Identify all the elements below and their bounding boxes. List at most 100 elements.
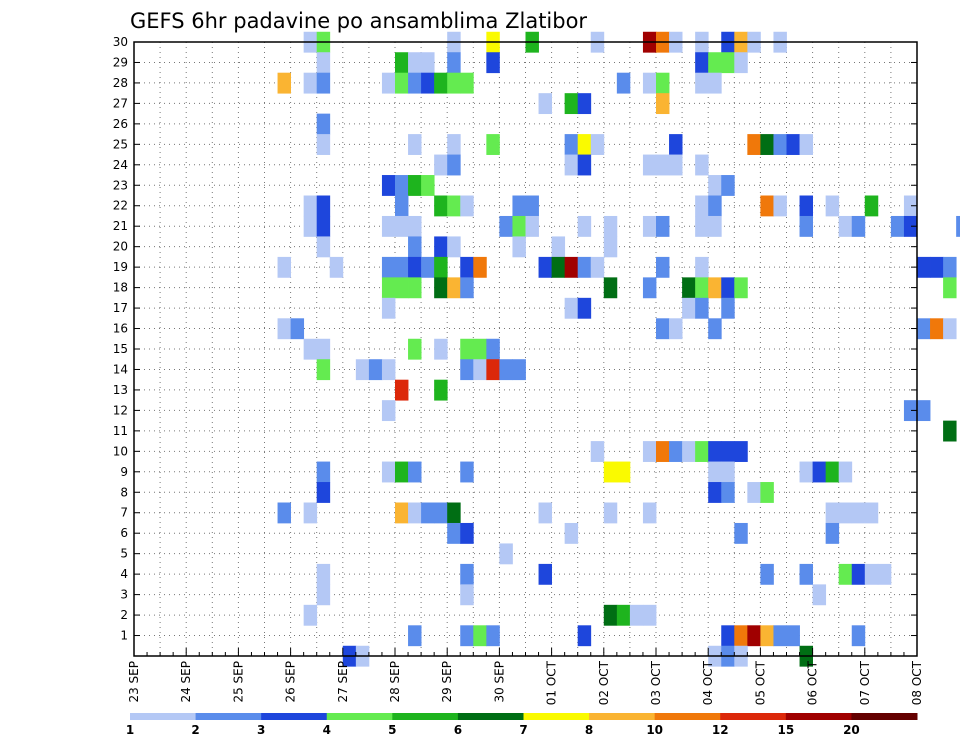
- x-tick-label: 23 SEP: [127, 661, 141, 703]
- precip-cell: [303, 195, 318, 217]
- precip-cell: [799, 461, 813, 483]
- precip-cell: [656, 93, 670, 115]
- x-tick-label: 08 OCT: [910, 660, 924, 705]
- precip-cell: [538, 502, 552, 524]
- precip-cell: [603, 215, 618, 237]
- precip-cell: [277, 502, 291, 524]
- precip-cell: [851, 563, 866, 585]
- precip-cell: [381, 297, 396, 319]
- x-tick-label: 05 OCT: [753, 660, 767, 705]
- precip-cell: [316, 215, 331, 237]
- legend-label: 6: [454, 723, 462, 737]
- precip-cell: [460, 522, 474, 544]
- y-tick-label: 28: [113, 76, 128, 90]
- precip-cell: [721, 482, 735, 503]
- legend-swatch: [523, 713, 590, 720]
- precip-cell: [564, 522, 579, 544]
- precip-cell: [395, 502, 409, 524]
- y-tick-label: 10: [113, 444, 128, 458]
- precip-cell: [708, 482, 722, 503]
- precip-cell: [395, 379, 409, 401]
- precip-cell: [564, 93, 579, 115]
- precip-cell: [864, 502, 879, 524]
- precip-cell: [708, 461, 722, 483]
- x-tick-label: 04 OCT: [701, 660, 715, 705]
- precip-cell: [316, 236, 331, 258]
- precip-cell: [708, 441, 722, 462]
- precip-cell: [642, 277, 657, 299]
- x-tick-label: 24 SEP: [179, 661, 193, 703]
- precip-cell: [421, 256, 435, 278]
- precip-cell: [590, 441, 605, 462]
- precip-cell: [799, 563, 813, 585]
- precip-cell: [760, 482, 774, 503]
- precip-cell: [460, 72, 474, 94]
- legend-label: 3: [257, 723, 265, 737]
- legend-swatch: [589, 713, 656, 720]
- precip-cell: [551, 236, 566, 258]
- precip-cell: [277, 72, 291, 94]
- precip-cell: [603, 461, 618, 483]
- precip-cell: [930, 318, 944, 340]
- y-tick-label: 4: [120, 567, 128, 581]
- precip-cell: [760, 195, 774, 217]
- precip-cell: [381, 256, 396, 278]
- precip-cell: [669, 441, 683, 462]
- precip-cell: [917, 400, 931, 422]
- precip-cell: [381, 461, 396, 483]
- precip-cell: [473, 359, 487, 381]
- precip-cell: [460, 338, 474, 360]
- precip-cell: [695, 215, 709, 237]
- precip-cell: [603, 502, 618, 524]
- y-tick-label: 14: [113, 362, 128, 376]
- precip-cell: [864, 195, 879, 217]
- precip-cell: [447, 502, 461, 524]
- precip-cell: [277, 256, 291, 278]
- precip-cell: [838, 563, 853, 585]
- precip-cell: [669, 134, 683, 155]
- x-tick-label: 27 SEP: [336, 661, 350, 703]
- legend-swatch: [785, 713, 852, 720]
- precip-cell: [408, 338, 422, 360]
- precip-cell: [642, 215, 657, 237]
- precip-cell: [799, 134, 813, 155]
- legend-label: 4: [323, 723, 331, 737]
- x-tick-label: 07 OCT: [858, 660, 872, 705]
- precip-cell: [695, 256, 709, 278]
- precip-cell: [329, 256, 344, 278]
- precip-cell: [499, 543, 513, 565]
- precip-cell: [316, 461, 331, 483]
- precip-cell: [460, 359, 474, 381]
- precip-cell: [434, 256, 448, 278]
- legend-swatch: [195, 713, 262, 720]
- precip-cell: [316, 113, 331, 135]
- precip-cell: [799, 195, 813, 217]
- precip-cell: [421, 502, 435, 524]
- legend-swatch: [654, 713, 721, 720]
- precip-cell: [447, 277, 461, 299]
- y-tick-label: 7: [120, 506, 128, 520]
- precip-cell: [903, 215, 918, 237]
- precip-cell: [499, 215, 513, 237]
- precip-cell: [825, 195, 840, 217]
- precip-cell: [434, 379, 448, 401]
- precip-cell: [812, 584, 827, 606]
- precip-cell: [682, 277, 696, 299]
- legend-swatch: [851, 713, 918, 720]
- precip-cell: [460, 625, 474, 647]
- x-tick-label: 06 OCT: [806, 660, 820, 705]
- precip-cell: [577, 256, 592, 278]
- precip-cell: [943, 277, 957, 299]
- precip-cell: [355, 359, 370, 381]
- y-tick-label: 12: [113, 403, 128, 417]
- precip-cell: [447, 154, 461, 176]
- precip-cell: [799, 215, 813, 237]
- precip-cell: [708, 277, 722, 299]
- precip-cell: [512, 236, 526, 258]
- precip-cell: [316, 195, 331, 217]
- precip-cell: [747, 482, 761, 503]
- precip-cell: [395, 175, 409, 196]
- precip-cell: [577, 297, 592, 319]
- precip-cell: [943, 318, 957, 340]
- precip-cell: [316, 563, 331, 585]
